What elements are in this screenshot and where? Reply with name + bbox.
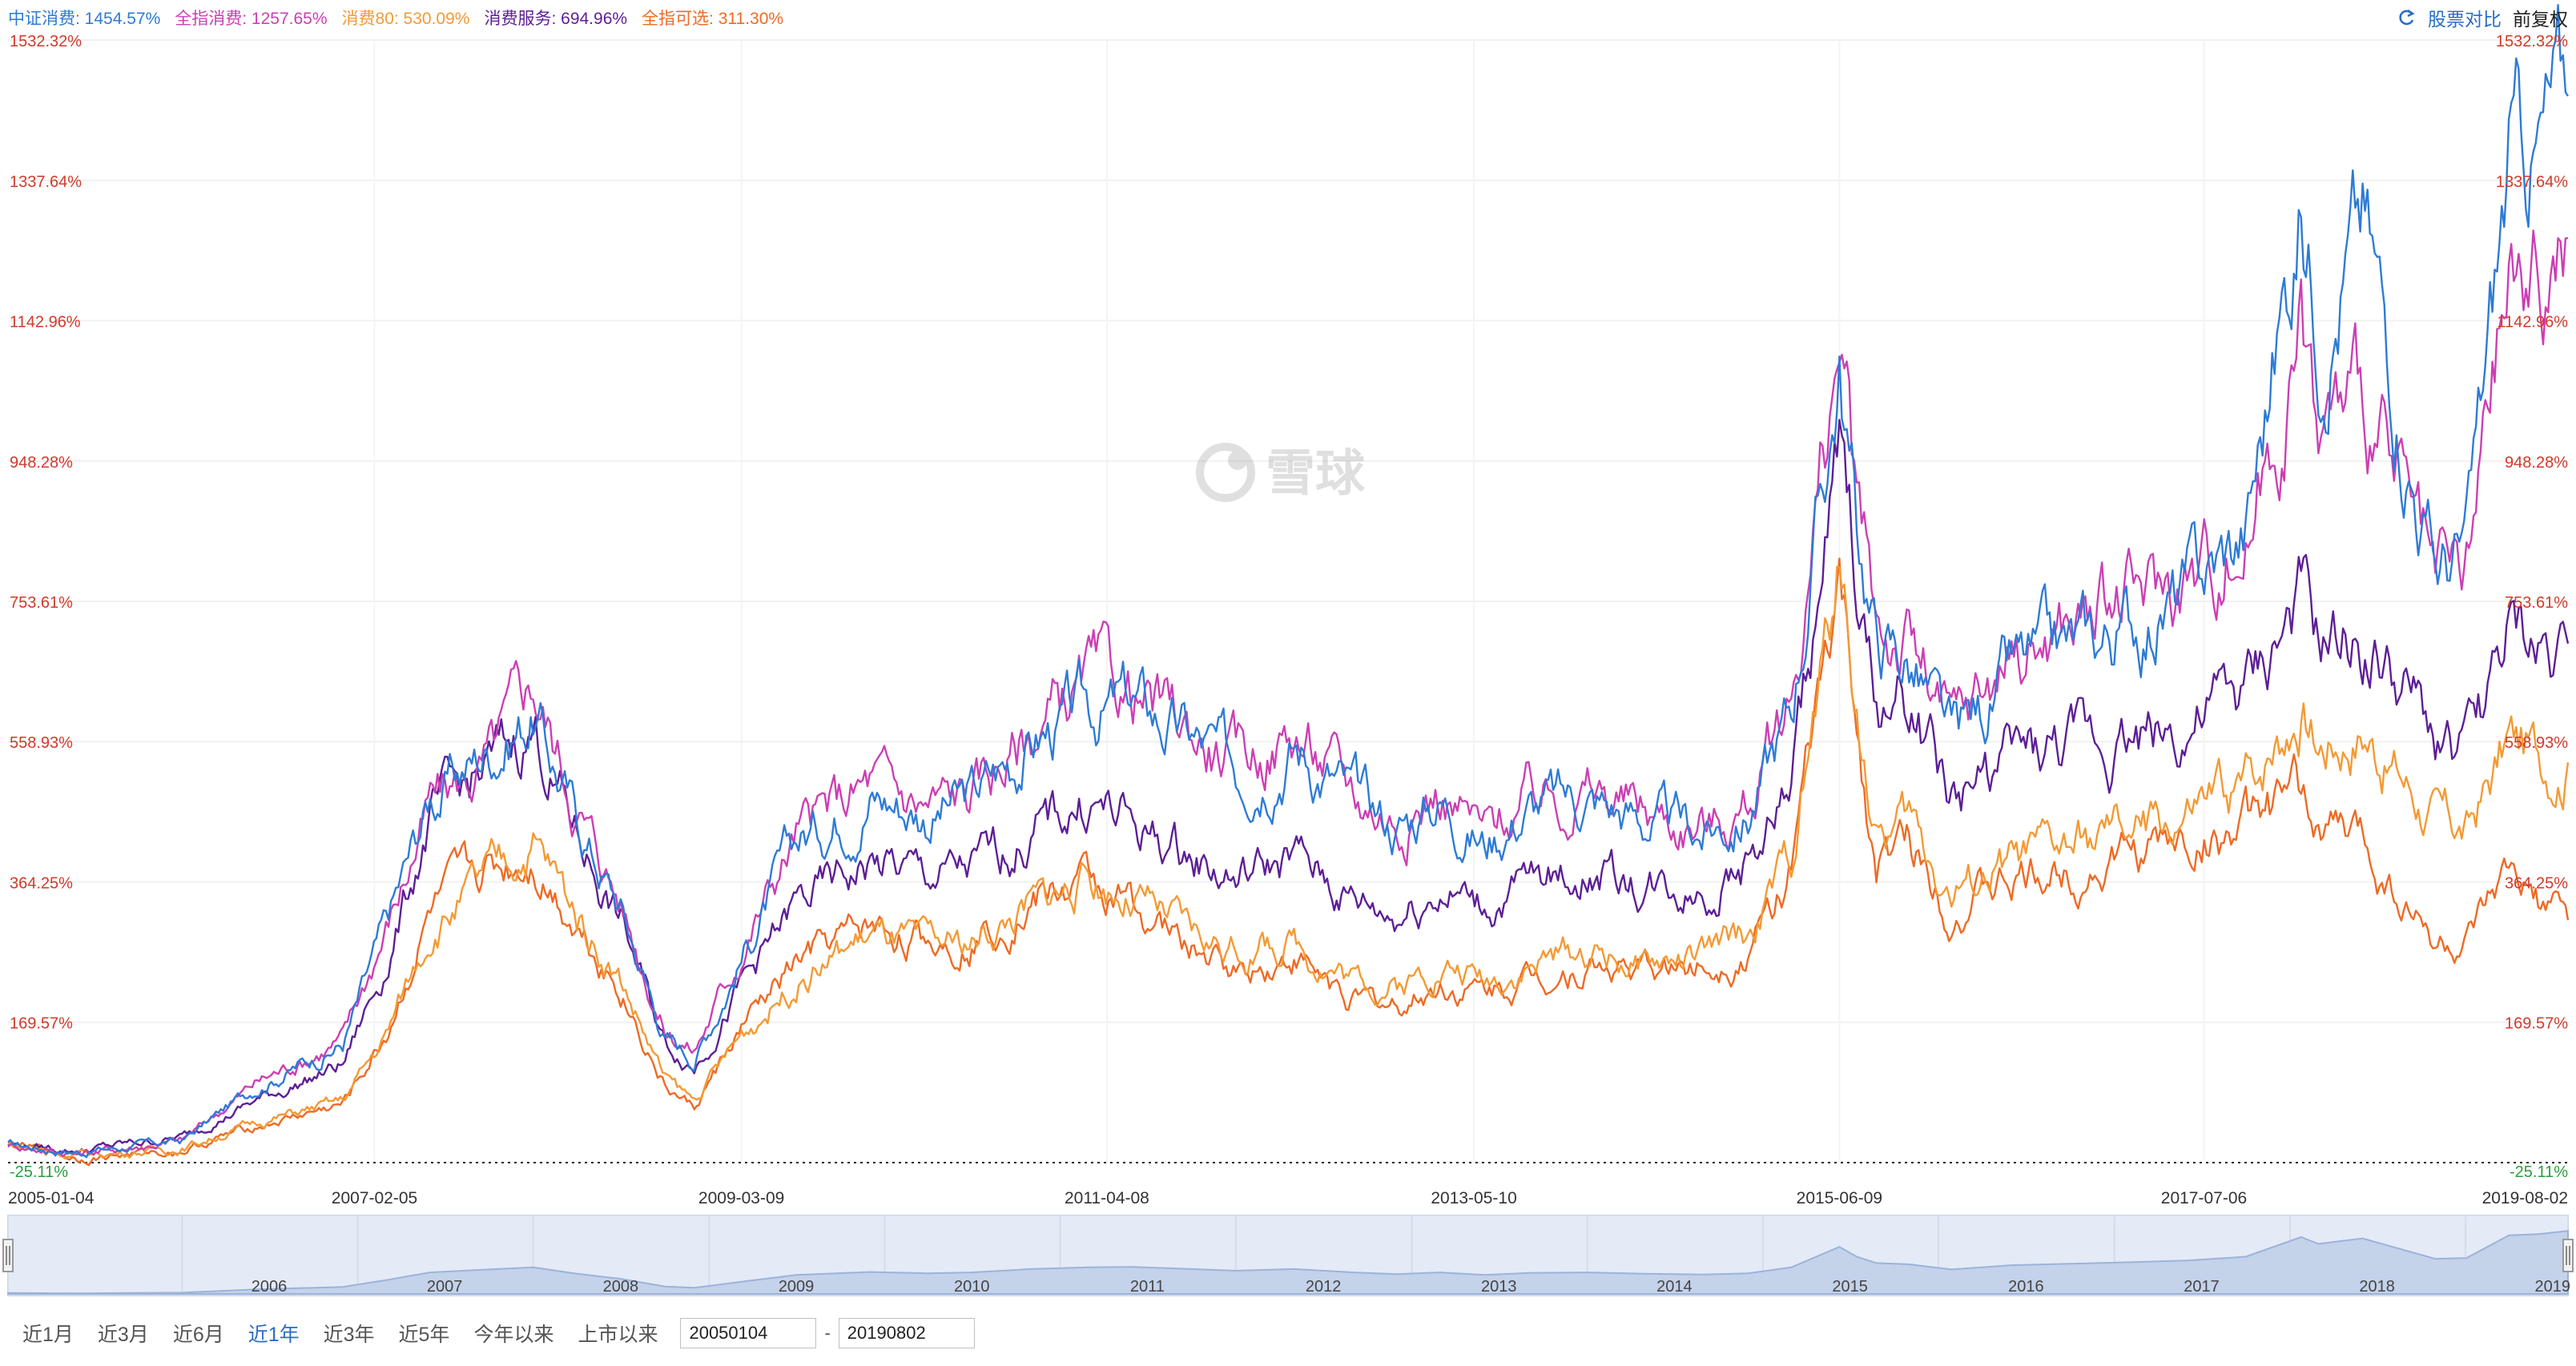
x-tick-label: 2017-07-06 [2161, 1189, 2247, 1207]
grid-layer [8, 39, 2568, 1163]
navigator-year-label: 2009 [779, 1278, 815, 1296]
y-tick-label: 1532.32% [2496, 33, 2568, 50]
range-button[interactable]: 近3年 [323, 1324, 375, 1346]
y-tick-label: 364.25% [10, 874, 73, 892]
range-selector: 近1月 近3月 近6月 近1年 近3年 近5年 今年以来 上市以来 - [0, 1305, 2576, 1361]
navigator-year-label: 2010 [954, 1278, 990, 1296]
x-tick-label: 2015-06-09 [1797, 1189, 1882, 1207]
navigator-year-label: 2019 [2535, 1278, 2571, 1296]
swap-icon[interactable] [2394, 6, 2418, 30]
price-adjust-button[interactable]: 前复权 [2513, 9, 2568, 30]
start-date-input[interactable] [680, 1318, 817, 1348]
y-tick-label: -25.11% [10, 1163, 68, 1181]
series-line [7, 419, 2570, 1155]
legend: 中证消费: 1454.57% 全指消费: 1257.65% 消费80: 530.09… [8, 3, 798, 32]
navigator-year-label: 2007 [427, 1278, 463, 1296]
navigator-year-label: 2016 [2008, 1278, 2044, 1296]
y-tick-label: 169.57% [10, 1015, 73, 1033]
series-line [7, 565, 2570, 1160]
y-tick-label: 1142.96% [10, 314, 81, 331]
y-tick-label: -25.11% [2510, 1163, 2568, 1181]
range-button[interactable]: 近5年 [398, 1324, 450, 1346]
y-tick-label: 1337.64% [2496, 173, 2568, 191]
x-tick-label: 2011-04-08 [1065, 1189, 1149, 1207]
navigator-right-handle[interactable] [2562, 1239, 2574, 1272]
navigator-year-label: 2013 [1481, 1278, 1517, 1296]
series-layer [7, 4, 2570, 1167]
range-buttons: 近1月 近3月 近6月 近1年 近3年 近5年 今年以来 上市以来 [0, 1319, 659, 1348]
y-tick-label: 753.61% [2505, 594, 2568, 612]
toolbar: 股票对比 前复权 [2394, 3, 2568, 32]
range-button[interactable]: 今年以来 [473, 1324, 554, 1346]
legend-item[interactable]: 全指可选: 311.30% [642, 10, 784, 28]
y-tick-label: 1532.32% [10, 33, 82, 50]
series-line [7, 229, 2569, 1157]
legend-item[interactable]: 消费服务: 694.96% [484, 10, 628, 28]
navigator-area [7, 1230, 2569, 1295]
watermark-text: 雪球 [1266, 444, 1366, 502]
y-tick-label: 948.28% [2505, 454, 2568, 472]
legend-item[interactable]: 中证消费: 1454.57% [8, 10, 161, 28]
navigator-year-label: 2017 [2184, 1278, 2220, 1296]
x-tick-label: 2013-05-10 [1431, 1189, 1516, 1207]
x-tick-label: 2005-01-04 [8, 1189, 95, 1207]
navigator-year-label: 2018 [2359, 1278, 2395, 1296]
navigator-year-label: 2011 [1130, 1278, 1165, 1296]
y-tick-label: 1337.64% [10, 173, 82, 191]
chart-area[interactable]: 雪球 -25.11% 169.57% 364.25% 558.93% 753.61% 94… [0, 0, 2576, 1305]
range-button[interactable]: 上市以来 [578, 1324, 658, 1346]
range-button[interactable]: 近1年 [248, 1324, 300, 1346]
range-button[interactable]: 近3月 [97, 1324, 149, 1346]
x-tick-label: 2019-08-02 [2482, 1189, 2568, 1207]
x-axis: 2005-01-04 2007-02-05 2009-03-09 2011-04-08… [8, 1189, 2568, 1207]
y-tick-label: 753.61% [10, 594, 73, 612]
x-tick-label: 2007-02-05 [332, 1189, 417, 1207]
range-navigator[interactable]: 2006 2007 2008 2009 2010 2011 2012 2013 2014 2015… [2, 1215, 2574, 1296]
navigator-year-label: 2015 [1832, 1278, 1868, 1296]
y-tick-label: 948.28% [10, 454, 73, 472]
legend-item[interactable]: 全指消费: 1257.65% [175, 10, 328, 28]
y-tick-label: 1142.96% [2497, 314, 2568, 331]
range-button[interactable]: 近6月 [172, 1324, 224, 1346]
y-tick-label: 558.93% [2505, 734, 2568, 752]
y-axis-left: -25.11% 169.57% 364.25% 558.93% 753.61% 948.2… [10, 33, 82, 1181]
snowball-logo-icon [1196, 443, 1255, 502]
stock-compare-button[interactable]: 股票对比 [2428, 9, 2502, 30]
y-tick-label: 169.57% [2505, 1015, 2568, 1033]
navigator-year-label: 2014 [1656, 1278, 1693, 1296]
y-tick-label: 558.93% [10, 734, 73, 752]
navigator-year-label: 2012 [1306, 1278, 1342, 1296]
series-line [7, 4, 2570, 1159]
navigator-year-label: 2006 [252, 1278, 288, 1296]
series-line [7, 557, 2570, 1167]
date-separator: - [824, 1323, 831, 1343]
x-tick-label: 2009-03-09 [698, 1189, 784, 1207]
y-axis-right: -25.11% 169.57% 364.25% 558.93% 753.61% 948.2… [2496, 33, 2568, 1181]
navigator-years: 2006 2007 2008 2009 2010 2011 2012 2013 2014 2015… [252, 1278, 2570, 1296]
range-button[interactable]: 近1月 [22, 1324, 74, 1346]
end-date-input[interactable] [838, 1318, 975, 1348]
navigator-left-handle[interactable] [2, 1239, 14, 1272]
navigator-year-label: 2008 [603, 1278, 639, 1296]
legend-item[interactable]: 消费80: 530.09% [341, 10, 470, 28]
y-tick-label: 364.25% [2505, 874, 2568, 892]
watermark: 雪球 [1196, 443, 1366, 502]
